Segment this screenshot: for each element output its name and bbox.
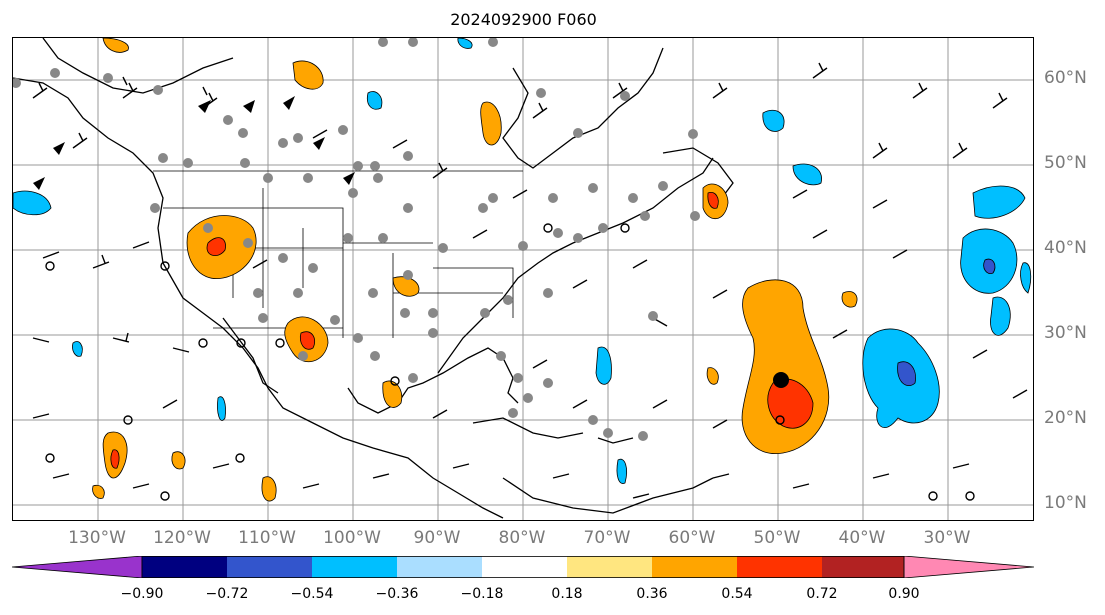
colorbar-bin — [142, 556, 227, 578]
lat-label-60n: 60°N — [1044, 68, 1087, 88]
colorbar-bin — [227, 556, 312, 578]
map-panel — [12, 37, 1034, 521]
colorbar-bin — [652, 556, 737, 578]
lon-label-90w: 90°W — [413, 528, 461, 548]
colorbar-tick: −0.18 — [460, 586, 504, 602]
graticule — [13, 38, 1033, 520]
colorbar-tick: 0.72 — [806, 586, 838, 602]
storm-center-marker — [773, 372, 789, 388]
colorbar-tick: 0.18 — [551, 586, 583, 602]
map-title: 2024092900 F060 — [450, 10, 597, 29]
colorbar-bin — [822, 556, 904, 578]
wind-barbs — [32, 62, 1028, 499]
colorbar-tick: 0.54 — [721, 586, 753, 602]
lon-label-80w: 80°W — [498, 528, 546, 548]
wind-flags — [33, 96, 355, 190]
colorbar-frame — [141, 556, 905, 578]
colorbar-extend-min — [12, 556, 143, 578]
lat-label-50n: 50°N — [1044, 153, 1087, 173]
lon-label-40w: 40°W — [838, 528, 886, 548]
station-markers — [13, 38, 700, 441]
lat-label-20n: 20°N — [1044, 408, 1087, 428]
map-canvas — [13, 38, 1033, 520]
lat-label-30n: 30°N — [1044, 323, 1087, 343]
lon-label-120w: 120°W — [153, 528, 211, 548]
calm-markers — [45, 223, 975, 501]
colorbar-tick: −0.36 — [375, 586, 419, 602]
colorbar-bin — [737, 556, 822, 578]
lat-label-10n: 10°N — [1044, 493, 1087, 513]
colorbar-tick: −0.54 — [290, 586, 334, 602]
lon-label-110w: 110°W — [238, 528, 296, 548]
colorbar-tick: −0.72 — [205, 586, 249, 602]
colorbar-bin — [482, 556, 567, 578]
colorbar-extend-max — [903, 556, 1034, 578]
colorbar-tick: 0.90 — [888, 586, 920, 602]
lon-label-50w: 50°W — [753, 528, 801, 548]
colorbar-bin — [397, 556, 482, 578]
colorbar-tick: 0.36 — [636, 586, 668, 602]
lon-label-70w: 70°W — [583, 528, 631, 548]
lat-label-40n: 40°N — [1044, 238, 1087, 258]
lon-label-60w: 60°W — [668, 528, 716, 548]
colorbar-bin — [567, 556, 652, 578]
negative-contours — [13, 38, 1032, 484]
colorbar-tick: −0.90 — [120, 586, 164, 602]
lon-label-100w: 100°W — [323, 528, 381, 548]
lon-label-30w: 30°W — [923, 528, 971, 548]
colorbar-bin — [312, 556, 397, 578]
colorbar — [12, 556, 1034, 578]
lon-label-130w: 130°W — [68, 528, 126, 548]
positive-contours — [92, 38, 858, 502]
